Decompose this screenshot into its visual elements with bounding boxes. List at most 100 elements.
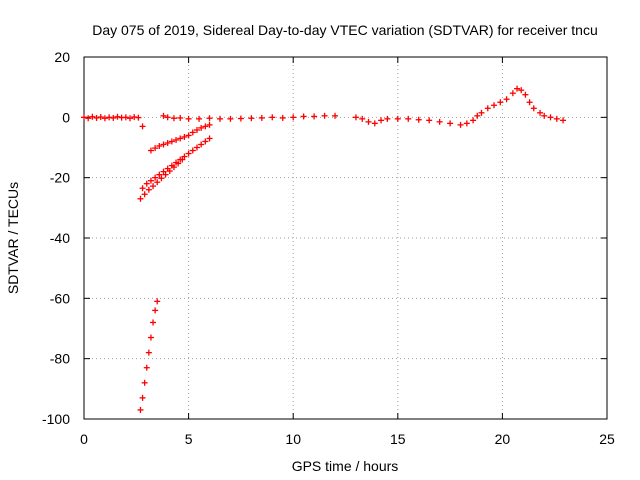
data-point: [135, 114, 142, 121]
data-point: [170, 115, 177, 122]
data-point: [139, 394, 146, 401]
data-point: [179, 156, 186, 163]
data-point: [185, 115, 192, 122]
data-point: [560, 117, 567, 124]
data-point: [114, 113, 121, 120]
x-tick-label: 10: [285, 431, 301, 447]
data-point: [175, 160, 182, 167]
data-point: [484, 105, 491, 112]
data-point: [202, 123, 209, 130]
data-point: [202, 138, 209, 145]
data-point: [173, 136, 180, 143]
data-point: [193, 144, 200, 151]
data-point: [371, 120, 378, 127]
data-point: [193, 127, 200, 134]
data-point: [457, 121, 464, 128]
data-point: [93, 114, 100, 121]
data-point: [365, 118, 372, 125]
data-point: [143, 364, 150, 371]
data-point: [537, 109, 544, 116]
data-point: [139, 123, 146, 130]
data-point: [478, 109, 485, 116]
chart-title: Day 075 of 2019, Sidereal Day-to-day VTE…: [92, 22, 598, 38]
data-point: [164, 114, 171, 121]
y-tick-label: -20: [50, 170, 70, 186]
data-point: [164, 139, 171, 146]
data-point: [166, 168, 173, 175]
x-tick-label: 20: [495, 431, 511, 447]
data-point: [152, 145, 159, 152]
data-point: [101, 115, 108, 122]
data-point: [177, 114, 184, 121]
data-point: [189, 129, 196, 136]
data-point: [162, 171, 169, 178]
data-point: [141, 379, 148, 386]
data-point: [150, 319, 157, 326]
data-point: [526, 99, 533, 106]
data-point: [352, 114, 359, 121]
data-point: [415, 116, 422, 123]
data-point: [198, 141, 205, 148]
y-tick-label: -60: [50, 290, 70, 306]
data-point: [541, 112, 548, 119]
data-point: [152, 307, 159, 314]
data-point: [152, 174, 159, 181]
data-point: [530, 105, 537, 112]
data-point: [206, 135, 213, 142]
x-tick-label: 25: [599, 431, 615, 447]
data-point: [147, 334, 154, 341]
data-point: [216, 115, 223, 122]
data-point: [237, 115, 244, 122]
data-point: [378, 117, 385, 124]
data-point: [227, 115, 234, 122]
x-tick-label: 15: [390, 431, 406, 447]
data-point: [503, 96, 510, 103]
data-point: [145, 349, 152, 356]
y-tick-label: 20: [54, 49, 70, 65]
data-point: [394, 115, 401, 122]
axis-ticks: [83, 56, 608, 420]
data-point: [547, 114, 554, 121]
data-point: [181, 133, 188, 140]
data-points: [81, 85, 567, 413]
data-point: [110, 114, 117, 121]
y-tick-label: -80: [50, 351, 70, 367]
y-tick-label: 0: [62, 109, 70, 125]
data-point: [198, 124, 205, 131]
data-point: [97, 114, 104, 121]
data-point: [145, 186, 152, 193]
data-point: [258, 114, 265, 121]
data-point: [497, 99, 504, 106]
data-point: [436, 118, 443, 125]
data-point: [150, 183, 157, 190]
data-point: [154, 298, 161, 305]
data-point: [122, 114, 129, 121]
data-point: [474, 112, 481, 119]
data-point: [160, 112, 167, 119]
data-point: [156, 142, 163, 149]
data-point: [160, 168, 167, 175]
data-point: [170, 164, 177, 171]
data-point: [147, 177, 154, 184]
data-point: [196, 115, 203, 122]
data-point: [470, 117, 477, 124]
data-point: [154, 179, 161, 186]
data-point: [518, 87, 525, 94]
data-point: [553, 115, 560, 122]
data-point: [311, 113, 318, 120]
data-point: [384, 115, 391, 122]
data-point: [290, 114, 297, 121]
data-point: [269, 114, 276, 121]
data-point: [514, 85, 521, 92]
data-point: [522, 91, 529, 98]
data-point: [300, 113, 307, 120]
y-tick-label: -100: [42, 411, 70, 427]
tick-labels: 0 5 10 15 20 25 -100 -80 -60 -40 -20 0 20: [42, 49, 615, 447]
data-point: [141, 191, 148, 198]
data-point: [491, 102, 498, 109]
data-point: [405, 115, 412, 122]
data-point: [185, 150, 192, 157]
data-point: [137, 195, 144, 202]
